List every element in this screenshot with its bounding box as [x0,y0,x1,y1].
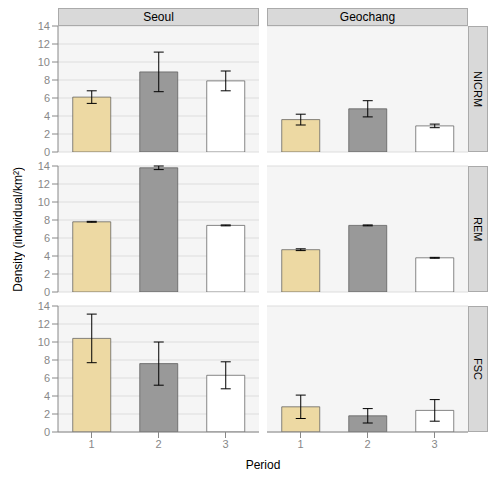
svg-text:3: 3 [431,438,437,450]
svg-text:2: 2 [155,438,161,450]
svg-text:10: 10 [38,196,50,208]
svg-text:10: 10 [38,336,50,348]
svg-text:14: 14 [38,20,50,32]
svg-text:6: 6 [44,232,50,244]
svg-text:1: 1 [297,438,303,450]
html-text:Seoul: Seoul [143,10,174,24]
svg-text:3: 3 [222,438,228,450]
svg-text:10: 10 [38,56,50,68]
svg-text:14: 14 [38,160,50,172]
svg-text:4: 4 [44,110,50,122]
svg-text:4: 4 [44,250,50,262]
html-text:Geochang: Geochang [339,10,396,24]
svg-text:0: 0 [44,426,50,438]
html-text:REM: REM [472,216,484,242]
svg-text:0: 0 [44,286,50,298]
svg-text:4: 4 [44,390,50,402]
svg-text:12: 12 [38,38,50,50]
html-text:Density (individual/km²): Density (individual/km²) [11,166,25,292]
svg-text:8: 8 [44,74,50,86]
svg-text:1: 1 [88,438,94,450]
svg-text:12: 12 [38,178,50,190]
svg-text:0: 0 [44,146,50,158]
svg-text:2: 2 [364,438,370,450]
svg-text:2: 2 [44,408,50,420]
html-text:FSC: FSC [472,358,484,380]
html-text:NICRM: NICRM [472,71,484,107]
svg-text:6: 6 [44,92,50,104]
svg-text:6: 6 [44,372,50,384]
html-text:Period: Period [245,458,281,472]
svg-text:12: 12 [38,318,50,330]
svg-text:2: 2 [44,268,50,280]
svg-text:8: 8 [44,214,50,226]
svg-text:2: 2 [44,128,50,140]
svg-text:8: 8 [44,354,50,366]
svg-text:14: 14 [38,300,50,312]
